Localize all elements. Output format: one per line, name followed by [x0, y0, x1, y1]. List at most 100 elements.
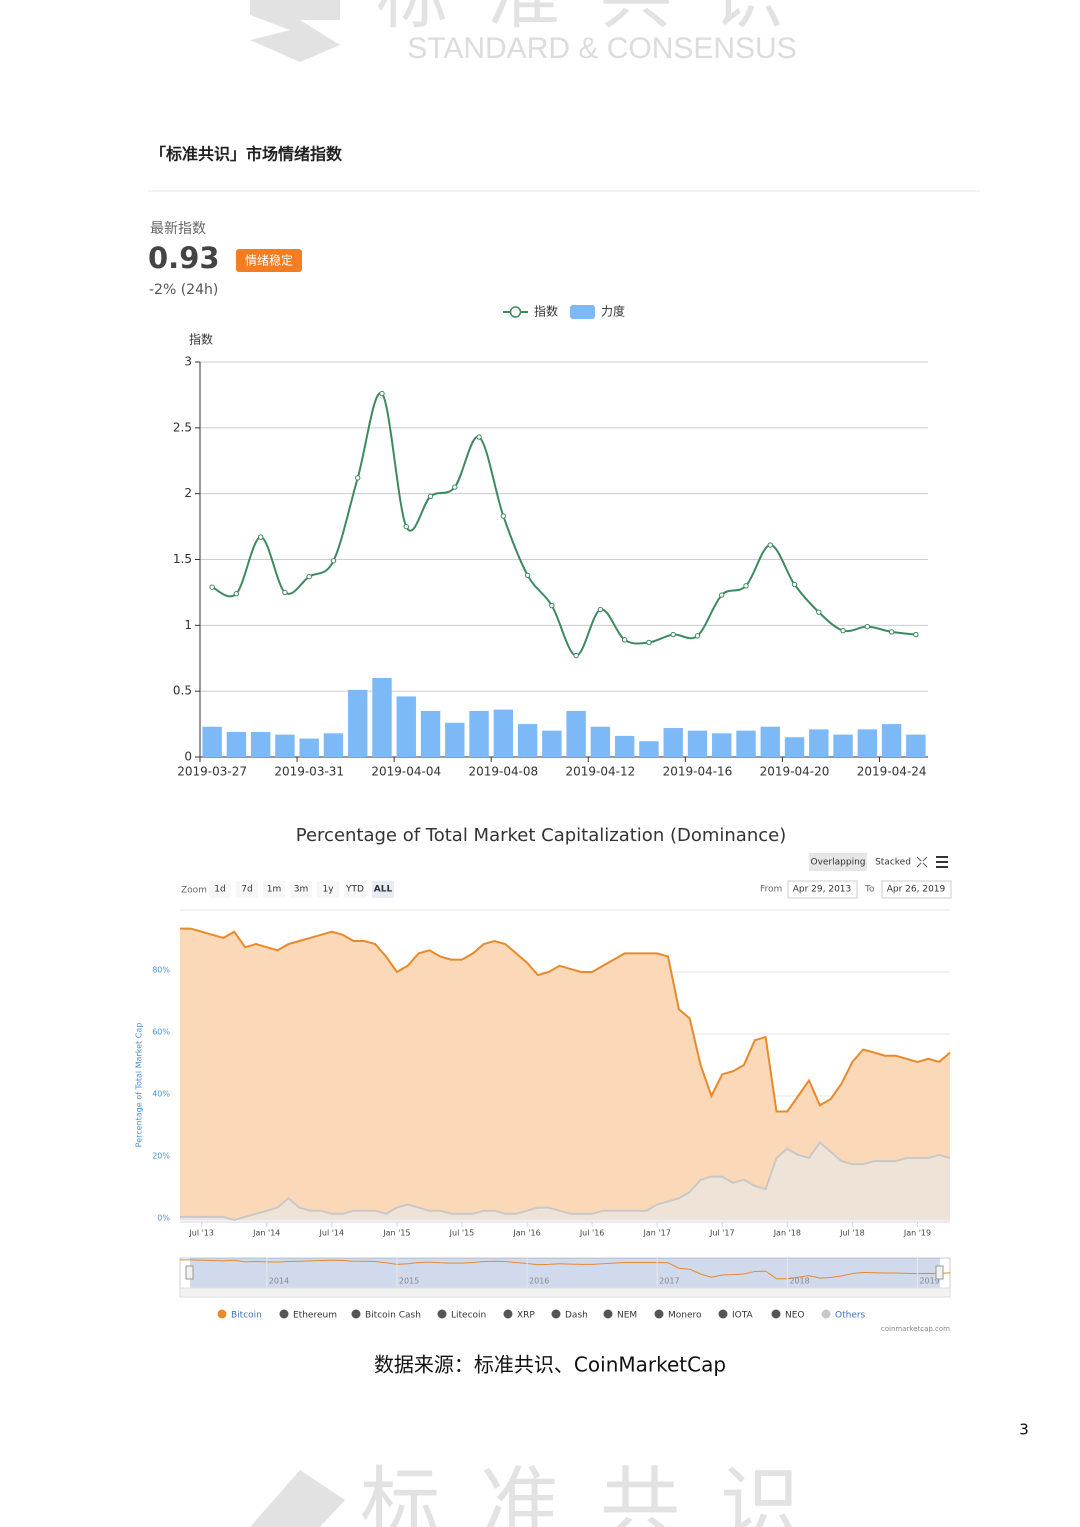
- badge: [236, 249, 302, 272]
- view-button-bg: [809, 853, 867, 871]
- legend-label[interactable]: Bitcoin: [231, 1311, 262, 1321]
- navigator-handle[interactable]: [185, 1265, 194, 1280]
- view-button[interactable]: Overlapping: [810, 858, 865, 868]
- navigator-label: 2016: [529, 1277, 549, 1286]
- zoom-button[interactable]: 1m: [267, 885, 282, 895]
- scrollbar[interactable]: [179, 1287, 951, 1298]
- bar: [760, 726, 780, 757]
- y-tick-label: 20%: [152, 1152, 170, 1161]
- x-tick-label: 2019-04-16: [663, 765, 733, 779]
- y-tick-label: 60%: [152, 1028, 170, 1037]
- from-value: Apr 29, 2013: [793, 885, 852, 895]
- legend-label[interactable]: Dash: [565, 1311, 588, 1321]
- legend-dot[interactable]: [718, 1309, 728, 1319]
- point: [427, 493, 434, 499]
- x-tick-label: Jul '17: [709, 1229, 735, 1238]
- legend-dot[interactable]: [503, 1309, 513, 1319]
- legend-label[interactable]: Bitcoin Cash: [365, 1311, 421, 1321]
- y-tick-label: 1.5: [173, 552, 192, 566]
- line: [211, 392, 916, 657]
- legend-label[interactable]: NEM: [617, 1311, 637, 1321]
- zoom-button[interactable]: 1d: [214, 885, 225, 895]
- from-input[interactable]: [787, 880, 858, 899]
- watermark-top: 标准共识 STANDARD & CONSENSUS: [250, 0, 797, 65]
- legend-label[interactable]: XRP: [517, 1311, 535, 1321]
- navigator-label: 2014: [269, 1277, 289, 1286]
- x-tick-label: Jan '19: [903, 1229, 931, 1238]
- legend-dot[interactable]: [351, 1309, 361, 1319]
- zoom-button[interactable]: 3m: [294, 885, 309, 895]
- legend-dot[interactable]: [437, 1309, 447, 1319]
- x-tick-label: 2019-03-27: [177, 765, 247, 779]
- navigator-label: 2019: [919, 1277, 939, 1286]
- caption: 数据来源：标准共识、CoinMarketCap: [374, 1353, 726, 1377]
- bar: [250, 731, 271, 757]
- area-line: [180, 1141, 951, 1222]
- to-input[interactable]: [881, 880, 952, 899]
- logo: [250, 0, 340, 62]
- y-tick-label: 0%: [157, 1214, 170, 1223]
- bar: [857, 729, 878, 757]
- point: [743, 583, 749, 589]
- dominance-chart: Percentage of Total Market Capitalizatio…: [135, 825, 952, 1333]
- legend-dot[interactable]: [821, 1309, 831, 1319]
- legend-label[interactable]: Litecoin: [451, 1311, 486, 1321]
- fullscreen-icon[interactable]: [916, 856, 928, 868]
- x-tick-label: 2019-04-04: [371, 765, 441, 779]
- index-label: 最新指数: [150, 221, 206, 237]
- bar: [323, 733, 344, 757]
- x-tick-label: 2019-04-08: [468, 765, 538, 779]
- logo: [250, 1470, 345, 1527]
- zoom-button[interactable]: YTD: [345, 885, 364, 895]
- navigator-handle[interactable]: [935, 1265, 944, 1280]
- point: [913, 631, 919, 638]
- chart-title: Percentage of Total Market Capitalizatio…: [296, 825, 786, 846]
- sentiment-chart: 指数 0 0.5 1 1.5 2 2.5 3 2019-03-27 2019-03-31 2019-…: [173, 304, 928, 779]
- legend-dot[interactable]: [217, 1309, 227, 1319]
- legend-dot[interactable]: [654, 1309, 664, 1319]
- zoom-button[interactable]: 7d: [241, 885, 252, 895]
- legend-label[interactable]: IOTA: [732, 1311, 754, 1321]
- point: [524, 572, 531, 578]
- legend-dot[interactable]: [551, 1309, 561, 1319]
- navigator-mask[interactable]: [190, 1258, 940, 1290]
- zoom-button[interactable]: 1y: [322, 885, 334, 895]
- legend-label[interactable]: NEO: [785, 1311, 805, 1321]
- zoom-button[interactable]: ALL: [374, 885, 393, 895]
- watermark-bottom: 标准共识: [250, 1458, 800, 1527]
- point: [864, 623, 871, 630]
- to-value: Apr 26, 2019: [887, 885, 946, 895]
- menu-icon[interactable]: [936, 856, 948, 868]
- bar: [809, 729, 829, 757]
- credit: coinmarketcap.com: [881, 1325, 950, 1333]
- y-tick-label: 0: [184, 750, 192, 764]
- watermark-en: STANDARD & CONSENSUS: [407, 32, 797, 65]
- x-tick-label: Jan '15: [382, 1229, 410, 1238]
- point: [791, 581, 798, 588]
- point: [209, 584, 215, 590]
- legend-label[interactable]: Others: [835, 1311, 866, 1321]
- legend-label[interactable]: Monero: [668, 1311, 702, 1321]
- point: [306, 573, 312, 580]
- legend-dot[interactable]: [771, 1309, 781, 1319]
- bar: [226, 731, 247, 757]
- bar: [906, 734, 926, 757]
- zoom-button-bg: [317, 881, 339, 898]
- view-button[interactable]: Stacked: [875, 858, 911, 868]
- bar: [445, 722, 465, 757]
- legend-dot[interactable]: [279, 1309, 289, 1319]
- legend-dot[interactable]: [603, 1309, 613, 1319]
- bar: [517, 724, 538, 757]
- point: [500, 513, 507, 519]
- point: [646, 639, 652, 646]
- legend-label[interactable]: Ethereum: [293, 1311, 337, 1321]
- bar: [493, 709, 514, 757]
- bar: [833, 734, 853, 757]
- x-tick-label: Jul '14: [319, 1229, 345, 1238]
- bar: [348, 689, 368, 757]
- y-tick-label: 2.5: [173, 420, 192, 434]
- bar: [469, 710, 489, 757]
- y-tick-label: 80%: [152, 966, 170, 975]
